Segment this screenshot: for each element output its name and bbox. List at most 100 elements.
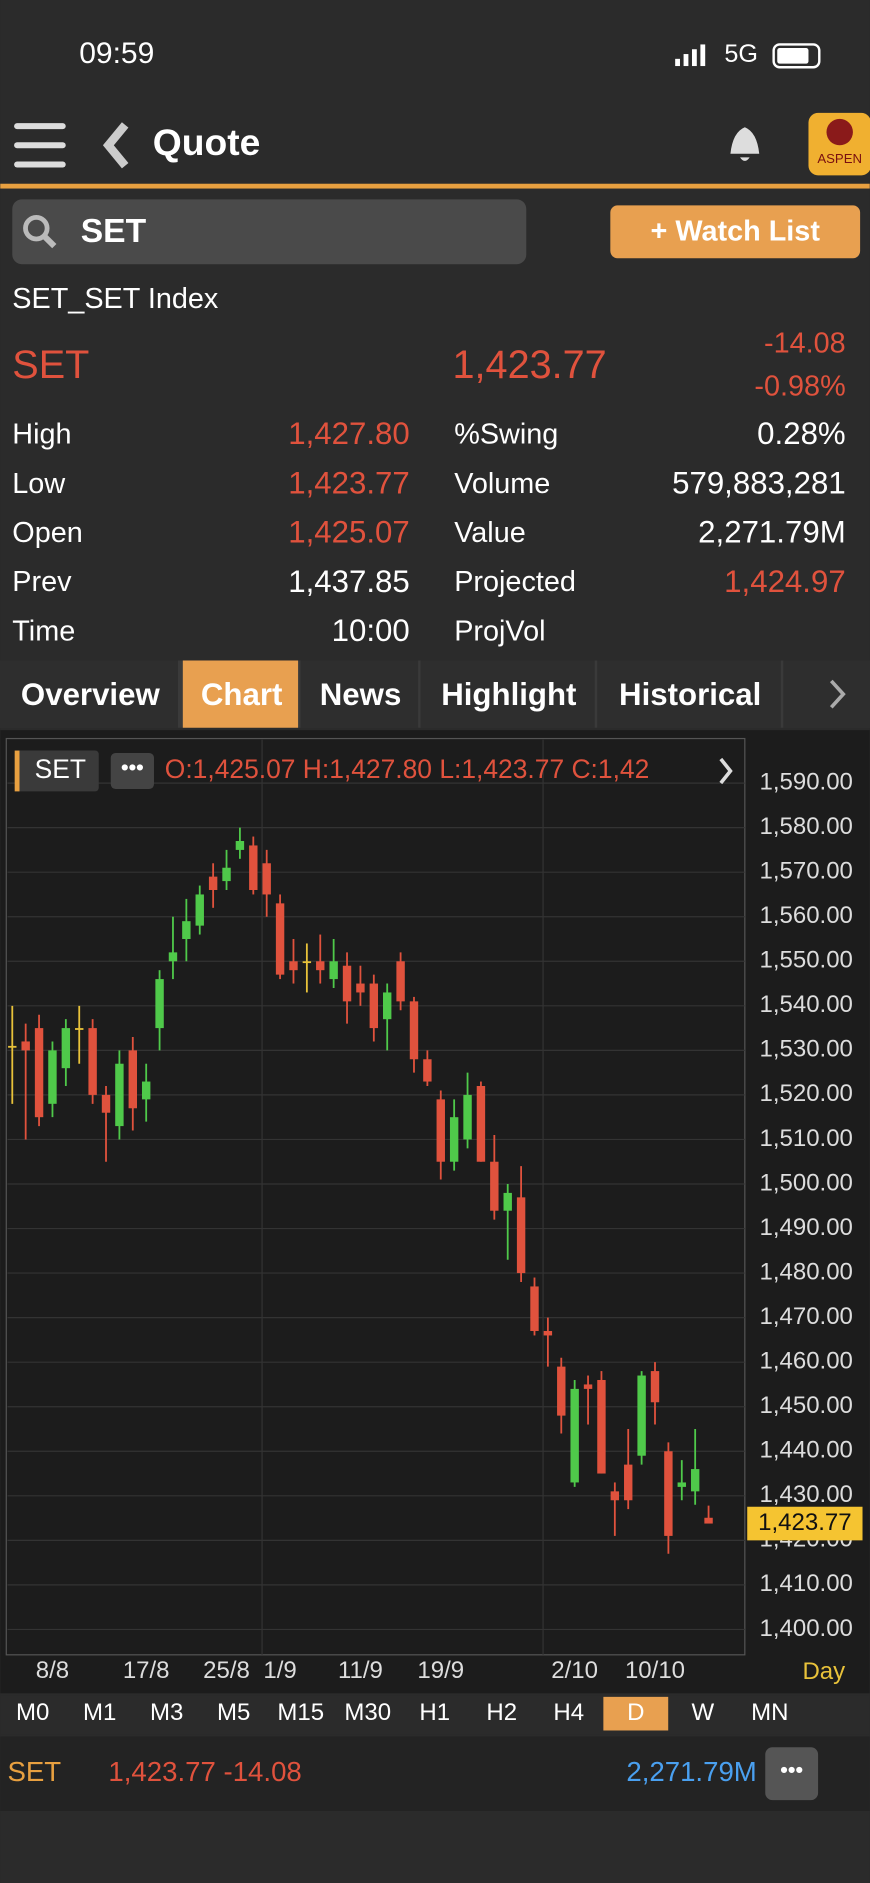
stat-value: 2,271.79M bbox=[698, 515, 846, 550]
candle-body bbox=[476, 1085, 486, 1162]
stat-value: 1,424.97 bbox=[724, 564, 846, 599]
change: -14.08 bbox=[764, 327, 846, 359]
candle-body bbox=[235, 841, 245, 850]
candle-body bbox=[275, 903, 285, 975]
x-tick-label: 2/10 bbox=[551, 1657, 598, 1684]
header-divider bbox=[0, 183, 870, 189]
battery-level bbox=[777, 48, 809, 64]
footer-menu[interactable] bbox=[765, 1747, 819, 1801]
stat-label: %Swing bbox=[454, 419, 558, 451]
tab[interactable] bbox=[420, 660, 595, 728]
candle-body bbox=[677, 1482, 686, 1487]
y-tick-label: 1,530.00 bbox=[759, 1036, 852, 1063]
ohlc-label: O:1,425.07 H:1,427.80 L:1,423.77 C:1,42 bbox=[165, 754, 649, 784]
x-tick-label: 8/8 bbox=[36, 1657, 69, 1684]
tab[interactable] bbox=[597, 660, 781, 728]
signal bbox=[675, 44, 706, 67]
stat-label: Low bbox=[12, 468, 65, 500]
timeframe[interactable]: H2 bbox=[486, 1699, 517, 1726]
timeframe[interactable]: M3 bbox=[150, 1699, 183, 1726]
brand-name: ASPEN bbox=[817, 151, 862, 166]
watchlist-label: + Watch List bbox=[651, 216, 821, 248]
candle-body bbox=[168, 952, 178, 962]
stat-value: 1,427.80 bbox=[288, 416, 410, 451]
timeframe[interactable]: M5 bbox=[217, 1699, 250, 1726]
watchlist-button[interactable] bbox=[610, 205, 861, 259]
bell-icon[interactable] bbox=[730, 127, 760, 161]
candle-body bbox=[75, 1028, 84, 1030]
timeframe[interactable]: H4 bbox=[553, 1699, 584, 1726]
candle-body bbox=[543, 1330, 553, 1336]
candle-body bbox=[61, 1028, 71, 1069]
candle-body bbox=[530, 1286, 539, 1331]
candle-body bbox=[570, 1388, 579, 1483]
candle-body bbox=[115, 1063, 124, 1127]
tabs: Overview Chart News Highlight Historical bbox=[0, 660, 781, 728]
candle-body bbox=[182, 921, 191, 939]
timeframe[interactable]: M15 bbox=[277, 1699, 324, 1726]
candle-body bbox=[436, 1099, 445, 1162]
candle-body bbox=[128, 1050, 137, 1109]
tab-label: Chart bbox=[201, 677, 283, 712]
y-tick-label: 1,490.00 bbox=[759, 1214, 852, 1241]
timeframe-active[interactable] bbox=[603, 1696, 669, 1731]
last-price-tag bbox=[747, 1506, 863, 1541]
network: 5G bbox=[724, 40, 758, 68]
footer-menu-dots: ••• bbox=[780, 1757, 803, 1782]
chart-symbol: SET bbox=[35, 754, 86, 784]
candle-body bbox=[650, 1371, 660, 1403]
back-button[interactable] bbox=[102, 122, 129, 169]
candle-body bbox=[21, 1041, 30, 1051]
candle-body bbox=[624, 1464, 633, 1501]
timeframe[interactable]: D bbox=[627, 1699, 644, 1726]
y-tick-label: 1,440.00 bbox=[759, 1437, 852, 1464]
candle-body bbox=[48, 1050, 57, 1104]
stat-value: 0.28% bbox=[757, 416, 846, 451]
y-tick-label: 1,470.00 bbox=[759, 1303, 852, 1330]
timeframe[interactable]: M1 bbox=[83, 1699, 116, 1726]
candle-body bbox=[409, 1001, 419, 1060]
candle-body bbox=[342, 965, 352, 1002]
timeframe[interactable]: M30 bbox=[344, 1699, 391, 1726]
symbol-pill[interactable] bbox=[14, 750, 99, 792]
candle-body bbox=[329, 961, 338, 980]
y-tick-label: 1,430.00 bbox=[759, 1481, 852, 1508]
timeframe[interactable]: H1 bbox=[419, 1699, 450, 1726]
candle-body bbox=[369, 983, 379, 1029]
search-box[interactable] bbox=[12, 199, 527, 265]
y-tick-label: 1,560.00 bbox=[759, 902, 852, 929]
search-icon-handle bbox=[42, 234, 57, 249]
battery bbox=[772, 43, 821, 69]
stat-value: 1,425.07 bbox=[288, 515, 410, 550]
x-tick-label: 10/10 bbox=[625, 1657, 685, 1684]
timeframe[interactable]: W bbox=[691, 1699, 714, 1726]
candle-body bbox=[289, 961, 298, 971]
stat-label: ProjVol bbox=[454, 615, 545, 647]
period: Day bbox=[802, 1658, 845, 1685]
symbol: SET bbox=[12, 343, 89, 387]
chart-menu[interactable] bbox=[110, 752, 154, 789]
y-tick-label: 1,480.00 bbox=[759, 1258, 852, 1285]
candle-body bbox=[490, 1161, 499, 1211]
menu-button[interactable] bbox=[14, 123, 66, 168]
y-tick-label: 1,510.00 bbox=[759, 1125, 852, 1152]
candle-body bbox=[383, 992, 392, 1020]
stat-label: Open bbox=[12, 517, 82, 549]
x-tick-label: 17/8 bbox=[123, 1657, 170, 1684]
tab-label: Highlight bbox=[441, 677, 577, 712]
index-name: SET_SET Index bbox=[12, 283, 219, 315]
candles bbox=[8, 827, 713, 1554]
timeframe-bar bbox=[0, 1695, 870, 1735]
tab[interactable] bbox=[300, 660, 419, 728]
tab[interactable] bbox=[182, 660, 299, 728]
timeframe[interactable]: MN bbox=[751, 1699, 788, 1726]
tab[interactable] bbox=[0, 660, 179, 728]
tab-scroll[interactable] bbox=[783, 660, 870, 728]
axes: 1,400.001,410.001,420.001,430.001,440.00… bbox=[36, 768, 863, 1684]
y-tick-label: 1,580.00 bbox=[759, 813, 852, 840]
timeframe[interactable]: M0 bbox=[16, 1699, 49, 1726]
y-tick-label: 1,550.00 bbox=[759, 947, 852, 974]
candle-body bbox=[583, 1384, 593, 1389]
